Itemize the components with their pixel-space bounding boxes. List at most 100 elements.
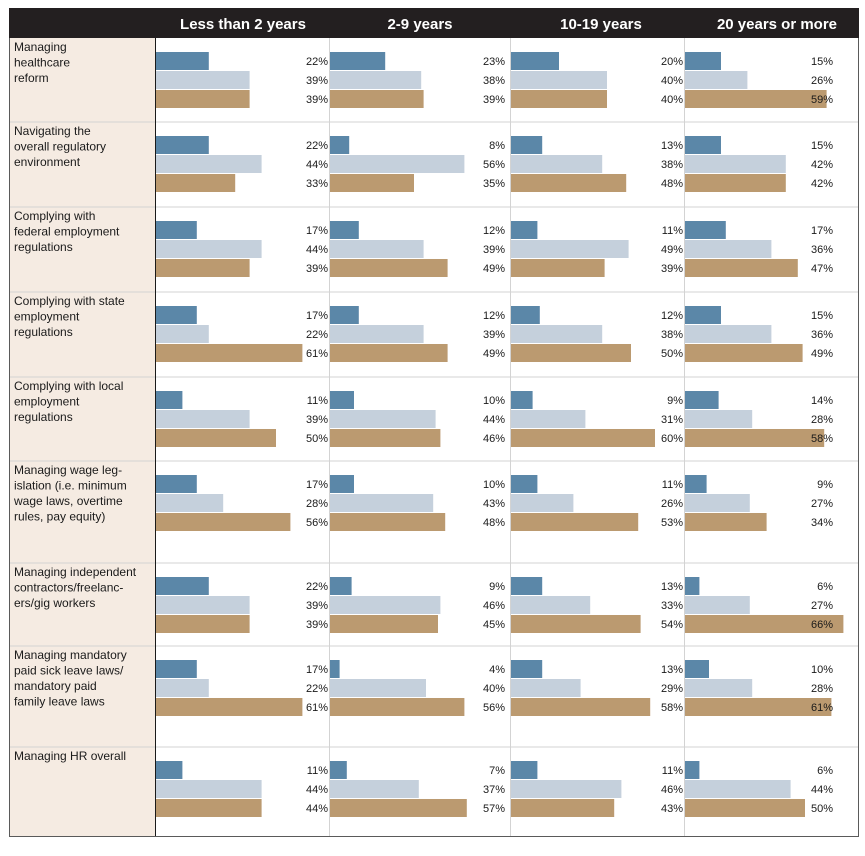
bar-series-3	[511, 429, 655, 447]
value-label: 4%	[489, 664, 505, 676]
value-label: 44%	[306, 784, 328, 796]
value-label: 12%	[483, 225, 505, 237]
bar-series-1	[330, 475, 354, 493]
value-label: 7%	[489, 765, 505, 777]
bar-series-1	[156, 136, 209, 154]
bar-series-1	[685, 221, 726, 239]
panel-title-2-9-years: 2-9 years	[387, 16, 452, 33]
bar-series-2	[685, 596, 750, 614]
bar-series-1	[330, 136, 350, 154]
bar-series-2	[685, 780, 791, 798]
value-label: 61%	[811, 702, 833, 714]
value-label: 39%	[483, 244, 505, 256]
value-label: 27%	[811, 600, 833, 612]
row-label-line: employment	[14, 395, 80, 409]
row-label-line: ers/gig workers	[14, 596, 95, 610]
value-label: 11%	[307, 765, 328, 777]
value-label: 17%	[306, 310, 328, 322]
label-column-background	[10, 38, 155, 836]
bar-series-3	[330, 429, 441, 447]
value-label: 13%	[661, 140, 683, 152]
bar-series-1	[511, 761, 538, 779]
value-label: 13%	[661, 581, 683, 593]
row-label-line: Managing independent	[14, 565, 137, 579]
bar-series-2	[156, 155, 262, 173]
value-label: 10%	[811, 664, 833, 676]
value-label: 22%	[306, 581, 328, 593]
value-label: 20%	[661, 56, 683, 68]
value-label: 39%	[306, 619, 328, 631]
bar-series-1	[511, 475, 538, 493]
bar-series-1	[156, 761, 183, 779]
value-label: 9%	[667, 395, 683, 407]
value-label: 38%	[661, 159, 683, 171]
value-label: 29%	[661, 683, 683, 695]
value-label: 17%	[811, 225, 833, 237]
bar-series-3	[330, 698, 465, 716]
value-label: 40%	[483, 683, 505, 695]
value-label: 17%	[306, 225, 328, 237]
value-label: 10%	[483, 479, 505, 491]
row-label-line: Managing mandatory	[14, 648, 127, 662]
value-label: 44%	[306, 803, 328, 815]
value-label: 39%	[306, 414, 328, 426]
bar-series-1	[511, 391, 533, 409]
bar-series-3	[330, 799, 467, 817]
value-label: 17%	[306, 479, 328, 491]
value-label: 59%	[811, 94, 833, 106]
value-label: 40%	[661, 94, 683, 106]
value-label: 6%	[817, 581, 833, 593]
bar-series-2	[156, 494, 224, 512]
bar-series-3	[511, 799, 615, 817]
row-label-line: Managing wage leg-	[14, 463, 122, 477]
bar-series-1	[330, 577, 352, 595]
bar-series-3	[685, 698, 832, 716]
bar-series-2	[156, 325, 209, 343]
header-bar	[9, 8, 859, 38]
value-label: 44%	[306, 159, 328, 171]
bar-series-1	[511, 221, 538, 239]
bar-series-3	[511, 513, 639, 531]
value-label: 11%	[662, 479, 683, 491]
value-label: 14%	[811, 395, 833, 407]
value-label: 8%	[489, 140, 505, 152]
value-label: 10%	[483, 395, 505, 407]
value-label: 46%	[483, 600, 505, 612]
bar-series-2	[156, 679, 209, 697]
bar-series-3	[511, 344, 631, 362]
value-label: 53%	[661, 517, 683, 529]
bar-series-1	[156, 475, 197, 493]
value-label: 47%	[811, 263, 833, 275]
bar-series-2	[685, 71, 748, 89]
bar-series-2	[156, 780, 262, 798]
bar-series-1	[330, 761, 347, 779]
bar-series-3	[330, 90, 424, 108]
row-label-line: wage laws, overtime	[13, 494, 123, 508]
value-label: 17%	[306, 664, 328, 676]
value-label: 42%	[811, 159, 833, 171]
value-label: 50%	[661, 348, 683, 360]
value-label: 39%	[306, 600, 328, 612]
value-label: 58%	[811, 433, 833, 445]
value-label: 36%	[811, 329, 833, 341]
bar-series-1	[511, 577, 543, 595]
bar-series-1	[330, 306, 359, 324]
bar-series-3	[685, 513, 767, 531]
bar-series-1	[156, 306, 197, 324]
bar-series-2	[511, 679, 581, 697]
bar-series-1	[685, 475, 707, 493]
bar-series-3	[685, 90, 827, 108]
bar-series-2	[330, 240, 424, 258]
value-label: 39%	[483, 329, 505, 341]
value-label: 6%	[817, 765, 833, 777]
value-label: 26%	[661, 498, 683, 510]
value-label: 11%	[307, 395, 328, 407]
bar-series-3	[156, 513, 291, 531]
bar-series-3	[511, 90, 607, 108]
row-label-line: Complying with local	[14, 379, 123, 393]
value-label: 57%	[483, 803, 505, 815]
bar-series-1	[156, 391, 183, 409]
bar-series-1	[685, 306, 721, 324]
bar-series-1	[330, 660, 340, 678]
value-label: 48%	[661, 178, 683, 190]
